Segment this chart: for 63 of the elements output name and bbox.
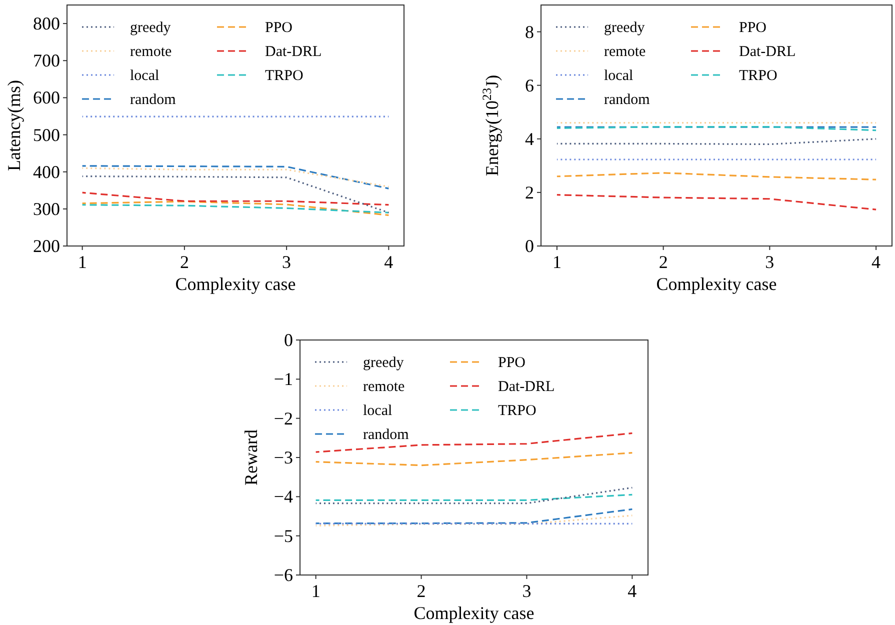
legend-label: TRPO <box>498 403 537 419</box>
x-axis-title: Complexity case <box>414 603 534 623</box>
line-series <box>315 452 633 466</box>
x-tick-label: 4 <box>872 252 881 272</box>
x-tick-label: 2 <box>658 252 668 272</box>
x-tick-label: 3 <box>522 581 532 601</box>
line-series <box>82 175 390 214</box>
line-series <box>556 172 877 180</box>
y-tick-label: −3 <box>274 448 293 468</box>
y-tick-label: −6 <box>274 565 293 585</box>
y-tick-label: 200 <box>33 236 60 256</box>
y-axis-title: Reward <box>241 430 261 486</box>
legend-label: greedy <box>604 20 646 36</box>
legend-label: random <box>363 427 410 443</box>
x-axis-title: Complexity case <box>175 274 296 294</box>
x-tick-label: 2 <box>416 581 426 601</box>
x-tick-label: 4 <box>628 581 637 601</box>
line-series <box>82 204 390 214</box>
x-tick-label: 1 <box>78 252 87 272</box>
line-series <box>556 194 877 210</box>
x-tick-label: 4 <box>384 252 394 272</box>
x-tick-label: 3 <box>282 252 292 272</box>
y-tick-label: 600 <box>33 88 60 108</box>
y-tick-label: 700 <box>33 50 60 71</box>
y-tick-label: 8 <box>525 22 534 42</box>
y-tick-label: 800 <box>33 14 60 34</box>
x-axis-title: Complexity case <box>656 274 777 294</box>
y-tick-label: −1 <box>274 369 293 390</box>
legend-label: Dat-DRL <box>498 379 555 395</box>
y-tick-label: 400 <box>33 162 60 182</box>
line-series <box>82 200 390 216</box>
y-tick-label: 500 <box>33 124 60 145</box>
legend-label: remote <box>604 44 646 60</box>
y-tick-label: 300 <box>33 198 60 219</box>
legend-label: Dat-DRL <box>265 44 322 60</box>
y-tick-label: 0 <box>284 330 293 350</box>
x-tick-label: 1 <box>552 252 562 272</box>
legend-label: local <box>604 68 634 84</box>
legend-label: PPO <box>265 20 293 36</box>
legend-label: local <box>130 68 160 84</box>
legend-label: remote <box>130 44 172 60</box>
y-tick-label: 0 <box>525 236 534 256</box>
y-tick-label: −2 <box>274 408 293 428</box>
x-tick-label: 3 <box>765 252 774 272</box>
legend-label: local <box>363 403 392 419</box>
legend-label: TRPO <box>265 68 304 84</box>
legend-label: PPO <box>739 20 767 36</box>
legend-label: random <box>130 92 176 108</box>
legend-label: remote <box>363 379 405 395</box>
legend-label: greedy <box>130 20 172 36</box>
y-tick-label: −4 <box>274 486 293 507</box>
legend-label: PPO <box>498 355 526 371</box>
x-tick-label: 1 <box>311 581 320 601</box>
legend-label: Dat-DRL <box>739 44 796 60</box>
y-tick-label: 6 <box>525 75 534 96</box>
legend-label: random <box>604 92 650 108</box>
legend-label: TRPO <box>739 68 778 84</box>
y-tick-label: 4 <box>525 128 534 149</box>
legend-label: greedy <box>363 355 404 371</box>
y-tick-label: −5 <box>274 526 293 546</box>
y-axis-title: Latency(ms) <box>4 80 24 171</box>
y-tick-label: 2 <box>525 182 534 202</box>
x-tick-label: 2 <box>180 252 189 272</box>
